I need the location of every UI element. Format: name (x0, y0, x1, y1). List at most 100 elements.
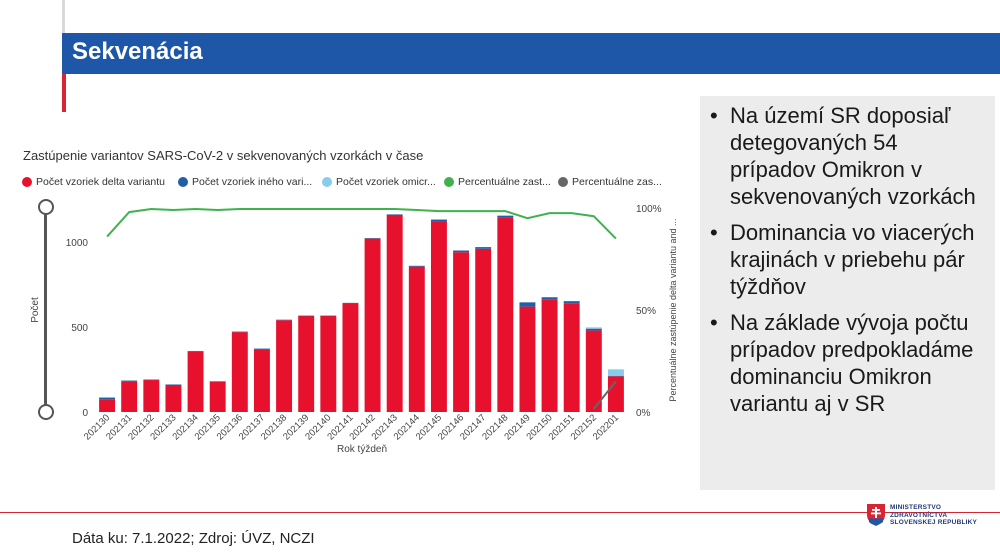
y-tick-label: 0 (82, 408, 88, 419)
bar-202134-s1 (187, 350, 204, 352)
bar-202137-s1 (253, 348, 270, 350)
bar-202143-s1 (386, 214, 403, 215)
bar-202140-s1 (320, 315, 337, 317)
legend-dot (558, 177, 568, 187)
bar-202138-s1 (276, 319, 293, 321)
legend-dot (178, 177, 188, 187)
ministry-line: SLOVENSKEJ REPUBLIKY (890, 519, 978, 526)
bullet-text: Dominancia vo viacerých krajinách v prie… (730, 220, 975, 299)
bar-202150-s1 (541, 297, 558, 300)
bar-202152-s2 (585, 327, 602, 329)
legend-label: Počet vzoriek iného vari... (192, 176, 313, 188)
top-divider (62, 0, 65, 33)
bar-202150-s0 (541, 299, 558, 412)
ministry-line: ZDRAVOTNÍCTVA (890, 511, 948, 519)
legend-label: Percentuálne zast... (458, 176, 551, 188)
line-series-4 (593, 380, 617, 410)
bullet-text: Na základe vývoja počtu prípadov predpok… (730, 310, 974, 416)
bar-202201-s1 (607, 375, 624, 377)
bar-202143-s0 (386, 214, 403, 412)
legend-dot (22, 177, 32, 187)
y2-tick-label: 0% (636, 408, 651, 419)
bar-202152-s0 (585, 330, 602, 412)
bar-202148-s0 (497, 217, 514, 412)
bar-202137-s0 (253, 349, 270, 412)
bar-202147-s0 (475, 248, 492, 412)
legend-item-other[interactable]: Počet vzoriek iného vari... (178, 176, 312, 188)
bullet-item: • Na území SR doposiaľ detegovaných 54 p… (710, 102, 989, 210)
bar-202134-s0 (187, 351, 204, 412)
bar-202201-s2 (607, 369, 624, 376)
range-slider-top-handle[interactable] (38, 199, 54, 215)
bar-202147-s1 (475, 247, 492, 249)
range-slider-bottom-handle[interactable] (38, 404, 54, 420)
footer-source: Dáta ku: 7.1.2022; Zdroj: ÚVZ, NCZI (72, 530, 315, 547)
legend-item-pct-delta[interactable]: Percentuálne zast... (444, 176, 551, 188)
bullet-list: • Na území SR doposiaľ detegovaných 54 p… (700, 96, 995, 417)
bar-202140-s0 (320, 315, 337, 412)
bar-202145-s0 (430, 221, 447, 412)
bar-202151-s0 (563, 303, 580, 412)
bar-202133-s1 (165, 384, 182, 385)
bar-202136-s0 (231, 332, 248, 412)
y2-tick-label: 50% (636, 306, 656, 317)
bar-202132-s0 (143, 380, 160, 412)
bar-202149-s0 (519, 306, 536, 412)
bar-202145-s1 (430, 219, 447, 222)
ministry-name: MINISTERSTVO ZDRAVOTNÍCTVA SLOVENSKEJ RE… (890, 504, 977, 527)
legend-item-delta[interactable]: Počet vzoriek delta variantu (22, 176, 165, 188)
bar-202136-s1 (231, 331, 248, 333)
bar-202133-s0 (165, 384, 182, 412)
bullet-text: Na území SR doposiaľ detegovaných 54 prí… (730, 103, 976, 209)
x-axis-label: Rok týždeň (337, 444, 387, 455)
range-slider-track[interactable] (44, 206, 47, 412)
bar-202131-s1 (121, 380, 138, 382)
y-tick-label: 500 (71, 323, 88, 334)
accent-bar (62, 74, 66, 112)
legend-label: Percentuálne zas... (572, 176, 662, 188)
y2-tick-label: 100% (636, 204, 662, 215)
bullet-symbol: • (710, 103, 718, 128)
bar-202144-s1 (408, 265, 425, 267)
chart-plot: 0 500 1000 0% 50% 100% Počet Percentuálne zastú… (30, 204, 678, 455)
page-title: Sekvenácia (72, 38, 203, 65)
footer-divider (0, 512, 1000, 513)
legend-label: Počet vzoriek omicr... (336, 176, 436, 188)
bar-202148-s1 (497, 215, 514, 218)
y-tick-label: 1000 (66, 238, 89, 249)
bullet-item: • Dominancia vo viacerých krajinách v pr… (710, 219, 989, 300)
bar-202139-s1 (298, 315, 315, 317)
bar-202146-s0 (453, 252, 470, 412)
bullet-symbol: • (710, 220, 718, 245)
bar-202130-s1 (99, 397, 116, 400)
bar-202142-s1 (364, 238, 381, 239)
chart-title: Zastúpenie variantov SARS-CoV-2 v sekven… (23, 148, 424, 163)
bar-202130-s0 (99, 399, 116, 412)
legend-dot (322, 177, 332, 187)
y-axis-label: Počet (30, 297, 41, 323)
bullet-item: • Na základe vývoja počtu prípadov predp… (710, 309, 989, 417)
bar-202135-s0 (209, 381, 226, 412)
bar-202149-s1 (519, 302, 536, 307)
bar-202132-s1 (143, 379, 160, 381)
bar-202141-s1 (342, 302, 359, 304)
y2-axis-label: Percentuálne zastúpenie delta variantu a… (668, 218, 678, 401)
bar-202142-s0 (364, 238, 381, 412)
info-panel: • Na území SR doposiaľ detegovaných 54 p… (700, 96, 995, 490)
legend-dot (444, 177, 454, 187)
legend-item-omicron[interactable]: Počet vzoriek omicr... (322, 176, 436, 188)
bar-202139-s0 (298, 315, 315, 412)
bar-202144-s0 (408, 266, 425, 412)
bullet-symbol: • (710, 310, 718, 335)
header-banner: Sekvenácia (62, 33, 1000, 74)
bar-202151-s1 (563, 301, 580, 304)
legend-label: Počet vzoriek delta variantu (36, 176, 165, 188)
bar-202131-s0 (121, 381, 138, 412)
ministry-logo: MINISTERSTVO ZDRAVOTNÍCTVA SLOVENSKEJ RE… (866, 503, 998, 533)
legend-item-pct-omicron[interactable]: Percentuálne zas... (558, 176, 662, 188)
bar-202135-s1 (209, 381, 226, 382)
bar-202138-s0 (276, 320, 293, 412)
bar-202152-s1 (585, 328, 602, 331)
line-series-3 (106, 207, 617, 240)
ministry-line: MINISTERSTVO (890, 504, 942, 511)
